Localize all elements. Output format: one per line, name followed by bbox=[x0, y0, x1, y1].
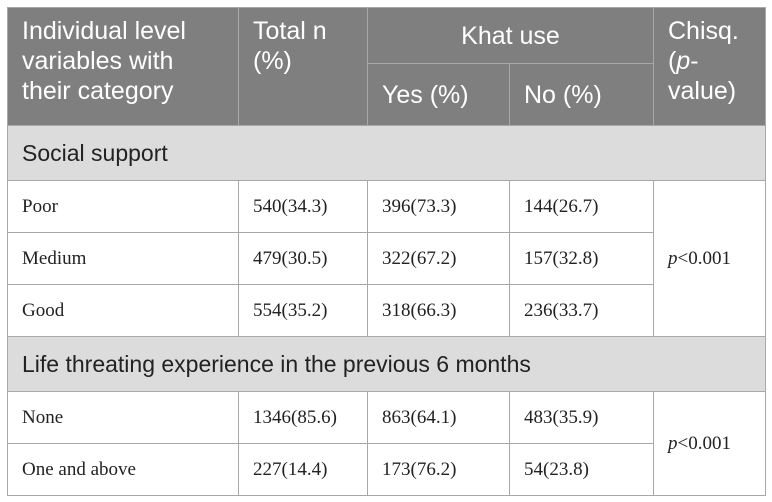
yes-cell: 318(66.3) bbox=[367, 284, 510, 337]
khat-use-table: Individual level variables with their ca… bbox=[7, 7, 766, 496]
no-cell: 144(26.7) bbox=[509, 180, 654, 233]
table-row: Good 554(35.2) 318(66.3) 236(33.7) bbox=[7, 284, 766, 337]
pvalue-p: p bbox=[668, 247, 678, 269]
yes-cell: 322(67.2) bbox=[367, 232, 510, 285]
header-khat-use: Khat use bbox=[367, 7, 654, 64]
total-cell: 1346(85.6) bbox=[238, 391, 368, 444]
no-cell: 54(23.8) bbox=[509, 443, 654, 496]
total-cell: 554(35.2) bbox=[238, 284, 368, 337]
header-total: Total n (%) bbox=[238, 7, 368, 126]
chisq-label-a: Chisq. ( bbox=[668, 17, 739, 75]
total-cell: 479(30.5) bbox=[238, 232, 368, 285]
section-row: Life threating experience in the previou… bbox=[7, 336, 766, 392]
section-title: Life threating experience in the previou… bbox=[7, 336, 766, 392]
pvalue-value: <0.001 bbox=[677, 432, 731, 454]
total-cell: 227(14.4) bbox=[238, 443, 368, 496]
category-cell: None bbox=[7, 391, 239, 444]
table-row: Medium 479(30.5) 322(67.2) 157(32.8) bbox=[7, 232, 766, 285]
section-row: Social support bbox=[7, 125, 766, 181]
pvalue-cell: p<0.001 bbox=[653, 180, 766, 337]
chisq-label-b: -value) bbox=[668, 47, 737, 105]
category-cell: One and above bbox=[7, 443, 239, 496]
header-no: No (%) bbox=[509, 63, 654, 126]
header-yes: Yes (%) bbox=[367, 63, 510, 126]
chisq-label-p: p bbox=[676, 47, 691, 75]
category-cell: Good bbox=[7, 284, 239, 337]
no-cell: 483(35.9) bbox=[509, 391, 654, 444]
table-row: None 1346(85.6) 863(64.1) 483(35.9) p<0.… bbox=[7, 391, 766, 496]
no-cell: 157(32.8) bbox=[509, 232, 654, 285]
pvalue-value: <0.001 bbox=[677, 247, 731, 269]
section-title: Social support bbox=[7, 125, 766, 181]
no-cell: 236(33.7) bbox=[509, 284, 654, 337]
table-row: One and above 227(14.4) 173(76.2) 54(23.… bbox=[7, 443, 766, 496]
pvalue-p: p bbox=[668, 432, 678, 454]
total-cell: 540(34.3) bbox=[238, 180, 368, 233]
pvalue-cell: p<0.001 bbox=[653, 391, 766, 496]
yes-cell: 173(76.2) bbox=[367, 443, 510, 496]
header-variables: Individual level variables with their ca… bbox=[7, 7, 239, 126]
header-chisq: Chisq. (p-value) bbox=[653, 7, 766, 126]
category-cell: Medium bbox=[7, 232, 239, 285]
yes-cell: 863(64.1) bbox=[367, 391, 510, 444]
category-cell: Poor bbox=[7, 180, 239, 233]
table-row: Poor 540(34.3) 396(73.3) 144(26.7) p<0.0… bbox=[7, 180, 766, 337]
yes-cell: 396(73.3) bbox=[367, 180, 510, 233]
